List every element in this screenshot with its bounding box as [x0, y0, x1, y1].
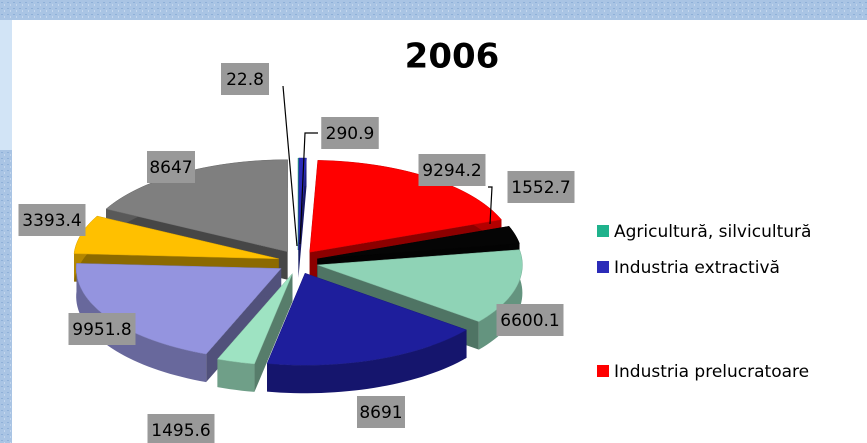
legend-label: Agricultură, silvicultură: [614, 222, 811, 242]
data-label-box: [221, 63, 269, 95]
data-label: 3393.4: [22, 211, 81, 231]
slice: [216, 273, 293, 365]
side-panel: [0, 20, 12, 150]
slice-side: [217, 359, 255, 392]
slice: [317, 249, 523, 322]
legend-swatch: [597, 261, 609, 273]
pie: [73, 157, 523, 394]
data-label: 9951.8: [72, 320, 131, 340]
data-label-box: [147, 414, 215, 443]
slice-side: [298, 158, 307, 279]
legend: Agricultură, silvicultură Industria extra…: [597, 222, 811, 382]
slice: [266, 272, 468, 366]
data-label: 6600.1: [500, 311, 559, 331]
slice: [317, 226, 520, 260]
data-labels: 22.8 290.9 9294.2 1552.7 6600.1 8691 1495.6 995…: [18, 63, 575, 443]
legend-swatch: [597, 225, 609, 237]
leader-line: [282, 85, 298, 247]
data-label: 1552.7: [511, 178, 570, 198]
chart-title: 2006: [405, 37, 500, 77]
slice: [297, 157, 299, 251]
data-label-box: [147, 151, 195, 183]
data-label-box: [507, 171, 575, 203]
data-label-box: [321, 117, 379, 149]
slice-side: [76, 263, 207, 383]
data-label: 8647: [149, 158, 192, 178]
data-label-box: [68, 313, 136, 345]
data-label: 1495.6: [151, 421, 210, 441]
data-label-box: [496, 304, 564, 336]
leader-line: [299, 132, 318, 245]
leader-line: [488, 186, 493, 225]
data-label: 9294.2: [422, 161, 481, 181]
data-label: 22.8: [226, 70, 264, 90]
legend-swatch: [597, 365, 609, 377]
data-label-box: [18, 204, 86, 236]
data-label: 8691: [359, 403, 402, 423]
slice-side: [267, 329, 467, 394]
legend-label: Industria prelucratoare: [614, 362, 809, 382]
data-label: 290.9: [326, 124, 375, 144]
data-label-box: [418, 154, 486, 186]
slice-side: [478, 249, 523, 350]
legend-label: Industria extractivă: [614, 258, 780, 278]
data-label-box: [357, 396, 405, 428]
